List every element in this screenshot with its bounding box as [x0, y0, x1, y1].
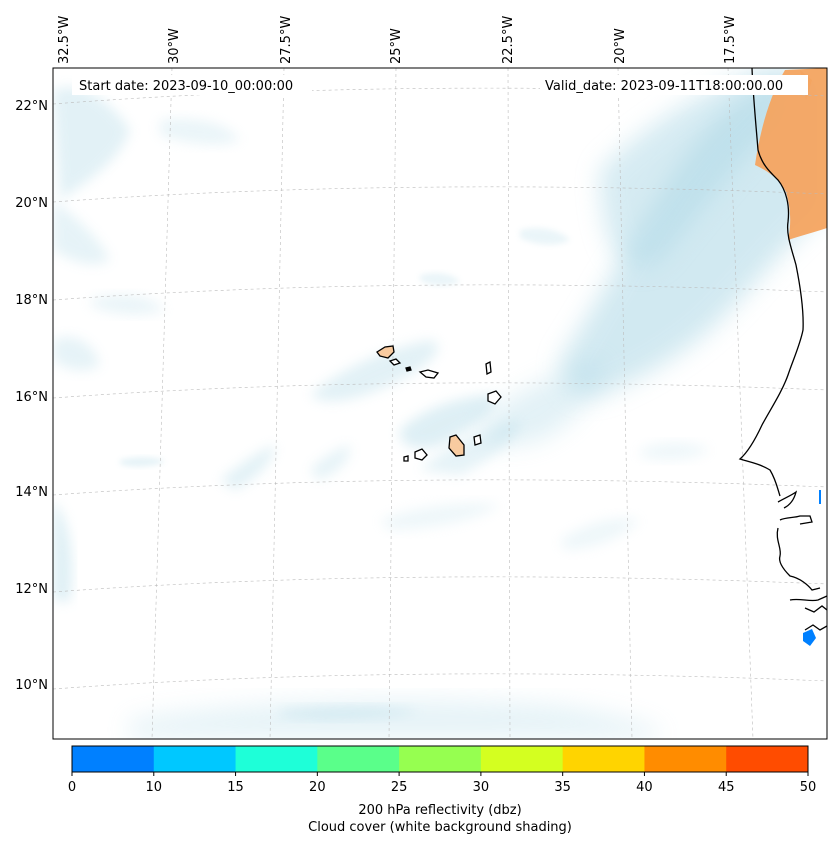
cape-verde-islands: [376, 345, 502, 462]
colorbar-sublabel: Cloud cover (white background shading): [308, 820, 572, 835]
colorbar-tick-label: 0: [68, 780, 76, 795]
valid-date-box: [540, 75, 808, 95]
colorbar-tick-label: 35: [554, 780, 571, 795]
lon-label: 17.5°W: [723, 16, 738, 64]
island-maio: [473, 434, 482, 446]
longitude-labels: 32.5°W 30°W 27.5°W 25°W 22.5°W 20°W 17.5…: [57, 16, 738, 64]
start-date-box: [72, 75, 312, 95]
lon-label: 25°W: [389, 28, 404, 64]
reflectivity-high-area: [755, 68, 827, 240]
lat-label: 14°N: [15, 485, 48, 500]
colorbar-tick-label: 40: [636, 780, 653, 795]
reflectivity-low-patch: [803, 629, 816, 646]
island-santiago: [448, 434, 465, 457]
island-brava: [403, 455, 409, 462]
colorbar-tick-label: 30: [473, 780, 490, 795]
colorbar-tick-label: 45: [718, 780, 735, 795]
lat-label: 10°N: [15, 678, 48, 693]
lon-label: 32.5°W: [57, 16, 72, 64]
colorbar-label: 200 hPa reflectivity (dbz): [358, 803, 521, 818]
start-date-label: Start date: 2023-09-10_00:00:00: [79, 79, 293, 94]
island-sao-vicente: [388, 358, 402, 366]
colorbar-segment: [562, 746, 645, 772]
colorbar-segment: [72, 746, 155, 772]
colorbar-border: [71, 745, 809, 773]
valid-date-label: Valid_date: 2023-09-11T18:00:00.00: [545, 79, 783, 94]
island-santo-antao: [376, 345, 395, 359]
lat-label: 20°N: [15, 196, 48, 211]
island-fogo: [414, 448, 428, 461]
cloud-cover-layer: [53, 68, 827, 739]
colorbar-tick-label: 15: [227, 780, 244, 795]
lon-label: 30°W: [167, 28, 182, 64]
lat-label: 12°N: [15, 582, 48, 597]
colorbar-tick-label: 50: [800, 780, 817, 795]
coastline: [738, 68, 827, 631]
lat-label: 16°N: [15, 390, 48, 405]
colorbar-tick-label: 20: [309, 780, 326, 795]
gridlines: [53, 68, 827, 739]
lat-label: 22°N: [15, 99, 48, 114]
colorbar: 0 10 15 20 25 30 35 40 45 50: [68, 745, 817, 795]
colorbar-segment: [644, 746, 727, 772]
lon-label: 22.5°W: [501, 16, 516, 64]
colorbar-segment: [153, 746, 237, 772]
island-boa-vista: [487, 390, 502, 405]
colorbar-segment: [317, 746, 400, 772]
colorbar-tick-label: 10: [146, 780, 163, 795]
lon-label: 20°W: [613, 28, 628, 64]
colorbar-segment: [399, 746, 482, 772]
latitude-labels: 22°N 20°N 18°N 16°N 14°N 12°N 10°N: [15, 99, 48, 693]
lon-label: 27.5°W: [279, 16, 294, 64]
colorbar-segment: [480, 746, 564, 772]
colorbar-segment: [726, 746, 809, 772]
colorbar-segment: [235, 746, 318, 772]
island-sao-nicolau: [418, 369, 440, 379]
map-frame: [52, 67, 828, 740]
island-sal: [485, 360, 492, 376]
colorbar-tick-label: 25: [391, 780, 408, 795]
lat-label: 18°N: [15, 293, 48, 308]
